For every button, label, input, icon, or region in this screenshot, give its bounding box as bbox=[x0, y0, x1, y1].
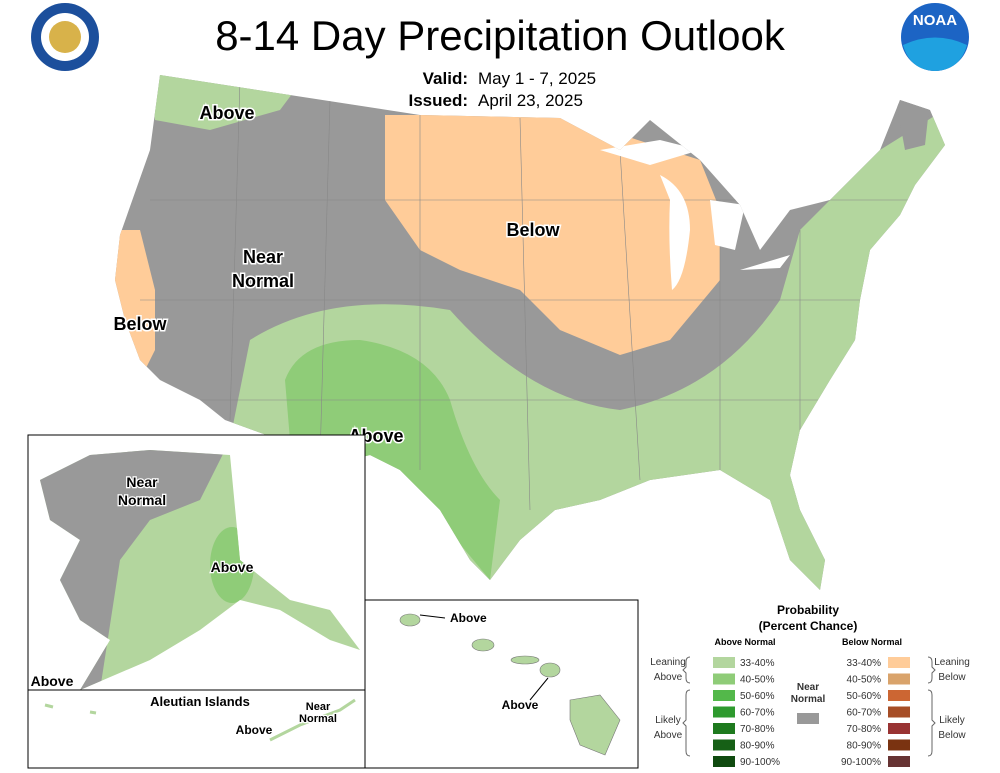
legend-range: 60-70% bbox=[847, 708, 882, 719]
legend-title: Probability bbox=[777, 603, 839, 617]
aleutian-inset bbox=[27, 689, 366, 769]
legend-near-normal: Near Normal bbox=[791, 682, 826, 705]
leader-line bbox=[419, 614, 549, 701]
legend-range: 50-60% bbox=[847, 691, 882, 702]
conus-label: Below bbox=[506, 220, 560, 240]
conus-label: Above bbox=[199, 103, 254, 123]
alaska-label: Near Normal bbox=[118, 474, 166, 508]
legend-swatch bbox=[888, 739, 910, 751]
legend-range: 60-70% bbox=[740, 708, 775, 719]
legend: Probability (Percent Chance) Above Norma… bbox=[650, 603, 970, 768]
valid-value: May 1 - 7, 2025 bbox=[478, 69, 596, 88]
legend-swatch bbox=[888, 657, 910, 668]
legend-swatch bbox=[797, 713, 819, 724]
legend-range: 80-90% bbox=[740, 741, 775, 752]
alaska-label: Above bbox=[31, 673, 74, 689]
legend-range: 90-100% bbox=[841, 757, 881, 768]
valid-label: Valid: bbox=[423, 69, 468, 88]
legend-range: 70-80% bbox=[740, 724, 775, 735]
legend-range: 50-60% bbox=[740, 691, 775, 702]
legend-range: 33-40% bbox=[847, 658, 882, 669]
legend-subtitle: (Percent Chance) bbox=[759, 619, 858, 633]
legend-group: Leaning Above bbox=[650, 657, 686, 683]
legend-range: 90-100% bbox=[740, 757, 780, 768]
legend-brace bbox=[682, 656, 936, 757]
hawaii-label: Above bbox=[450, 611, 487, 625]
legend-swatch bbox=[713, 756, 735, 767]
aleutian-label: Near Normal bbox=[299, 701, 337, 725]
alaska-label: Above bbox=[211, 559, 254, 575]
title: 8-14 Day Precipitation Outlook bbox=[215, 12, 786, 59]
aleutian-islands bbox=[44, 698, 356, 742]
logo-text: NOAA bbox=[913, 12, 957, 29]
legend-swatch bbox=[888, 723, 910, 734]
legend-swatch bbox=[713, 739, 735, 751]
legend-swatch bbox=[888, 673, 910, 685]
conus-label: Below bbox=[113, 314, 167, 334]
legend-swatch bbox=[888, 690, 910, 701]
aleutian-title: Aleutian Islands bbox=[150, 694, 250, 709]
issued-value: April 23, 2025 bbox=[478, 91, 583, 110]
legend-header: Above Normal bbox=[714, 637, 775, 647]
legend-group: Likely Below bbox=[938, 715, 966, 741]
legend-swatch bbox=[713, 657, 735, 668]
legend-range: 33-40% bbox=[740, 658, 775, 669]
legend-group: Leaning Below bbox=[934, 657, 970, 683]
commerce-seal bbox=[31, 3, 99, 71]
legend-range: 70-80% bbox=[847, 724, 882, 735]
legend-header: Below Normal bbox=[842, 637, 902, 647]
legend-swatch bbox=[888, 706, 910, 718]
legend-swatch bbox=[713, 673, 735, 685]
issued-label: Issued: bbox=[408, 91, 468, 110]
legend-swatch bbox=[713, 690, 735, 701]
legend-range: 80-90% bbox=[847, 741, 882, 752]
noaa-logo: NOAA bbox=[901, 3, 969, 71]
legend-swatch bbox=[713, 723, 735, 734]
legend-swatch bbox=[888, 756, 910, 767]
legend-group: Likely Above bbox=[654, 715, 683, 741]
hawaii bbox=[399, 613, 621, 756]
legend-range: 40-50% bbox=[740, 675, 775, 686]
conus-label: Near Normal bbox=[232, 247, 294, 291]
hawaii-label: Above bbox=[502, 698, 539, 712]
legend-swatch bbox=[713, 706, 735, 718]
aleutian-label: Above bbox=[236, 723, 273, 737]
legend-range: 40-50% bbox=[847, 675, 882, 686]
